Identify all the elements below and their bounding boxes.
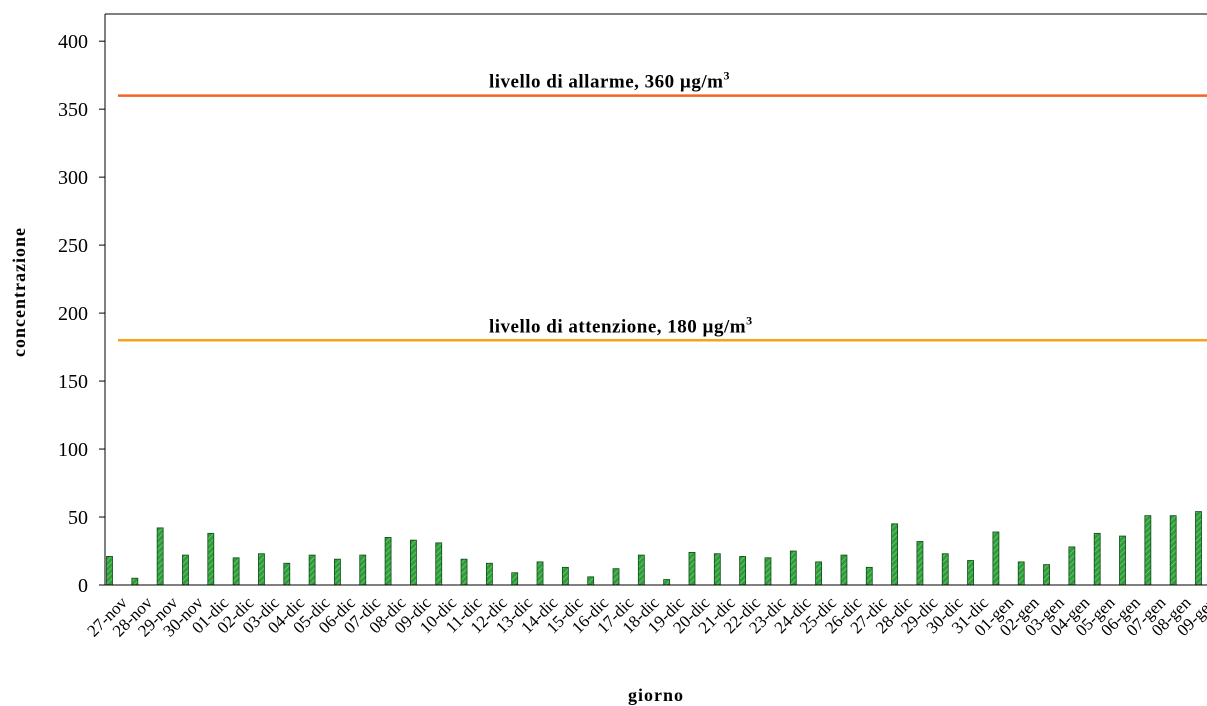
bar [688, 551, 696, 586]
reference-line-label-text: livello di attenzione, 180 µg/m [489, 316, 746, 337]
y-tick-label: 250 [58, 235, 88, 257]
bar [587, 576, 595, 586]
bar [1068, 546, 1076, 586]
bar [739, 556, 747, 586]
bar [815, 561, 823, 586]
bar [891, 523, 898, 586]
bar [460, 558, 468, 586]
bars [106, 511, 1202, 586]
reference-line-label-superscript: 3 [723, 69, 730, 83]
reference-line-label: livello di attenzione, 180 µg/m3 [489, 313, 753, 337]
reference-line-label: livello di allarme, 360 µg/m3 [489, 69, 730, 93]
bar [1119, 535, 1126, 586]
bar [1195, 511, 1202, 586]
bar [359, 554, 367, 586]
bar [384, 537, 392, 586]
bar [1017, 561, 1025, 586]
bar [1169, 515, 1177, 586]
bar [916, 541, 924, 586]
y-tick-label: 100 [58, 439, 88, 461]
bar [612, 568, 620, 586]
bar [232, 557, 240, 586]
bar [182, 554, 189, 586]
bar [1144, 515, 1152, 586]
bar [283, 562, 291, 586]
y-tick-label: 300 [58, 167, 88, 189]
bar [789, 550, 797, 586]
bar [207, 532, 215, 586]
y-axis-title: concentrazione [9, 227, 29, 357]
bar [1093, 532, 1101, 586]
bar [308, 554, 316, 586]
y-tick-label: 150 [58, 371, 88, 393]
bar [840, 554, 848, 586]
y-axis-ticks: 0 50 100 150 200 250 300 350 400 [58, 31, 105, 597]
y-tick-label: 0 [78, 575, 88, 597]
bar [511, 572, 519, 586]
bar [435, 542, 443, 586]
bar [258, 553, 265, 586]
x-axis-title: giorno [628, 685, 684, 705]
bar [156, 527, 164, 586]
bar [967, 560, 974, 586]
x-axis-ticks: 27-nov28-nov29-nov30-nov01-dic02-dic03-d… [83, 593, 1207, 641]
reference-line-label-text: livello di allarme, 360 µg/m [489, 72, 723, 93]
bar [536, 561, 544, 586]
bar [410, 539, 417, 586]
bar [106, 556, 113, 586]
bar [713, 553, 721, 586]
y-tick-label: 50 [68, 507, 88, 529]
reference-line-label-superscript: 3 [746, 313, 753, 327]
bar [1043, 564, 1050, 586]
bar [334, 558, 341, 586]
bar [941, 553, 949, 586]
bar [764, 557, 772, 586]
bar [992, 531, 1000, 586]
bar [637, 554, 645, 586]
bar [485, 562, 493, 586]
y-tick-label: 400 [58, 31, 88, 53]
y-tick-label: 350 [58, 99, 88, 121]
bar [865, 566, 873, 586]
y-tick-label: 200 [58, 303, 88, 325]
bar [663, 579, 671, 586]
bar [131, 577, 139, 586]
bar [561, 566, 569, 586]
